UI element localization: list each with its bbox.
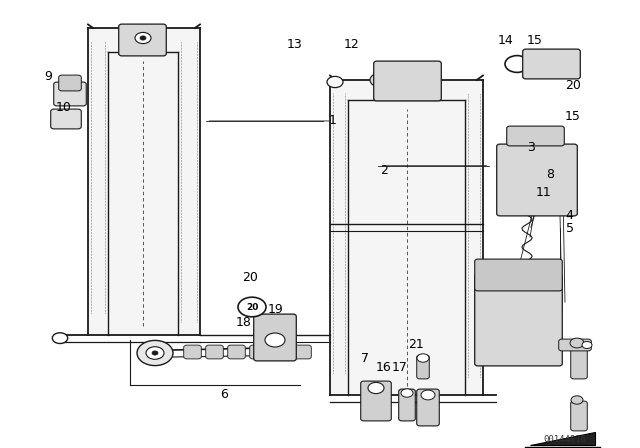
Text: 19: 19 bbox=[268, 302, 283, 316]
Text: 5: 5 bbox=[566, 222, 573, 235]
Circle shape bbox=[571, 396, 583, 404]
Text: 15: 15 bbox=[527, 34, 542, 47]
Circle shape bbox=[370, 73, 390, 87]
Text: 11: 11 bbox=[536, 186, 552, 199]
Circle shape bbox=[52, 333, 68, 344]
Circle shape bbox=[140, 36, 146, 40]
Text: 9: 9 bbox=[44, 69, 52, 83]
FancyBboxPatch shape bbox=[559, 339, 591, 351]
Text: 18: 18 bbox=[236, 316, 251, 329]
FancyBboxPatch shape bbox=[374, 61, 442, 101]
FancyBboxPatch shape bbox=[361, 381, 391, 421]
Circle shape bbox=[417, 354, 429, 362]
FancyBboxPatch shape bbox=[507, 126, 564, 146]
Circle shape bbox=[327, 77, 343, 88]
FancyBboxPatch shape bbox=[59, 75, 81, 91]
Text: 13: 13 bbox=[287, 38, 302, 52]
Text: 16: 16 bbox=[376, 361, 392, 374]
FancyBboxPatch shape bbox=[571, 345, 588, 379]
FancyBboxPatch shape bbox=[475, 259, 563, 291]
FancyBboxPatch shape bbox=[54, 82, 86, 106]
Text: 10: 10 bbox=[56, 101, 72, 114]
FancyBboxPatch shape bbox=[523, 49, 580, 79]
FancyBboxPatch shape bbox=[475, 274, 563, 366]
Circle shape bbox=[368, 383, 384, 394]
Circle shape bbox=[265, 333, 285, 347]
Text: 14: 14 bbox=[498, 34, 513, 47]
FancyBboxPatch shape bbox=[250, 345, 268, 359]
FancyBboxPatch shape bbox=[294, 345, 311, 359]
FancyBboxPatch shape bbox=[184, 345, 201, 359]
Text: 6: 6 bbox=[220, 388, 228, 401]
FancyBboxPatch shape bbox=[51, 109, 81, 129]
FancyBboxPatch shape bbox=[272, 345, 289, 359]
Circle shape bbox=[421, 390, 435, 400]
Text: 12: 12 bbox=[344, 38, 360, 52]
FancyBboxPatch shape bbox=[205, 345, 223, 359]
Circle shape bbox=[238, 297, 266, 317]
Circle shape bbox=[137, 340, 173, 366]
Text: 21: 21 bbox=[408, 338, 424, 352]
Circle shape bbox=[135, 32, 151, 43]
FancyBboxPatch shape bbox=[417, 389, 439, 426]
FancyBboxPatch shape bbox=[417, 355, 429, 379]
FancyBboxPatch shape bbox=[119, 24, 166, 56]
Bar bbox=[330, 80, 483, 395]
Polygon shape bbox=[530, 432, 595, 445]
Text: 20: 20 bbox=[565, 78, 580, 92]
Text: 7: 7 bbox=[361, 352, 369, 365]
Circle shape bbox=[582, 341, 592, 349]
Text: 17: 17 bbox=[392, 361, 408, 374]
Text: 15: 15 bbox=[565, 110, 580, 123]
Text: 4: 4 bbox=[566, 208, 573, 222]
Bar bbox=[88, 28, 200, 335]
FancyBboxPatch shape bbox=[399, 389, 415, 421]
Text: 8: 8 bbox=[547, 168, 554, 181]
Circle shape bbox=[570, 338, 584, 348]
Text: 3: 3 bbox=[527, 141, 535, 155]
Text: 00144816: 00144816 bbox=[543, 435, 586, 444]
Circle shape bbox=[401, 389, 413, 397]
FancyBboxPatch shape bbox=[228, 345, 245, 359]
Circle shape bbox=[505, 56, 529, 73]
FancyBboxPatch shape bbox=[571, 401, 588, 431]
Text: 1: 1 bbox=[329, 114, 337, 128]
FancyBboxPatch shape bbox=[253, 314, 296, 361]
Text: 20: 20 bbox=[246, 302, 258, 311]
Text: 2: 2 bbox=[380, 164, 388, 177]
Circle shape bbox=[503, 265, 517, 275]
FancyBboxPatch shape bbox=[497, 144, 577, 216]
Text: 20: 20 bbox=[242, 271, 257, 284]
Circle shape bbox=[152, 351, 158, 355]
Circle shape bbox=[146, 347, 164, 359]
